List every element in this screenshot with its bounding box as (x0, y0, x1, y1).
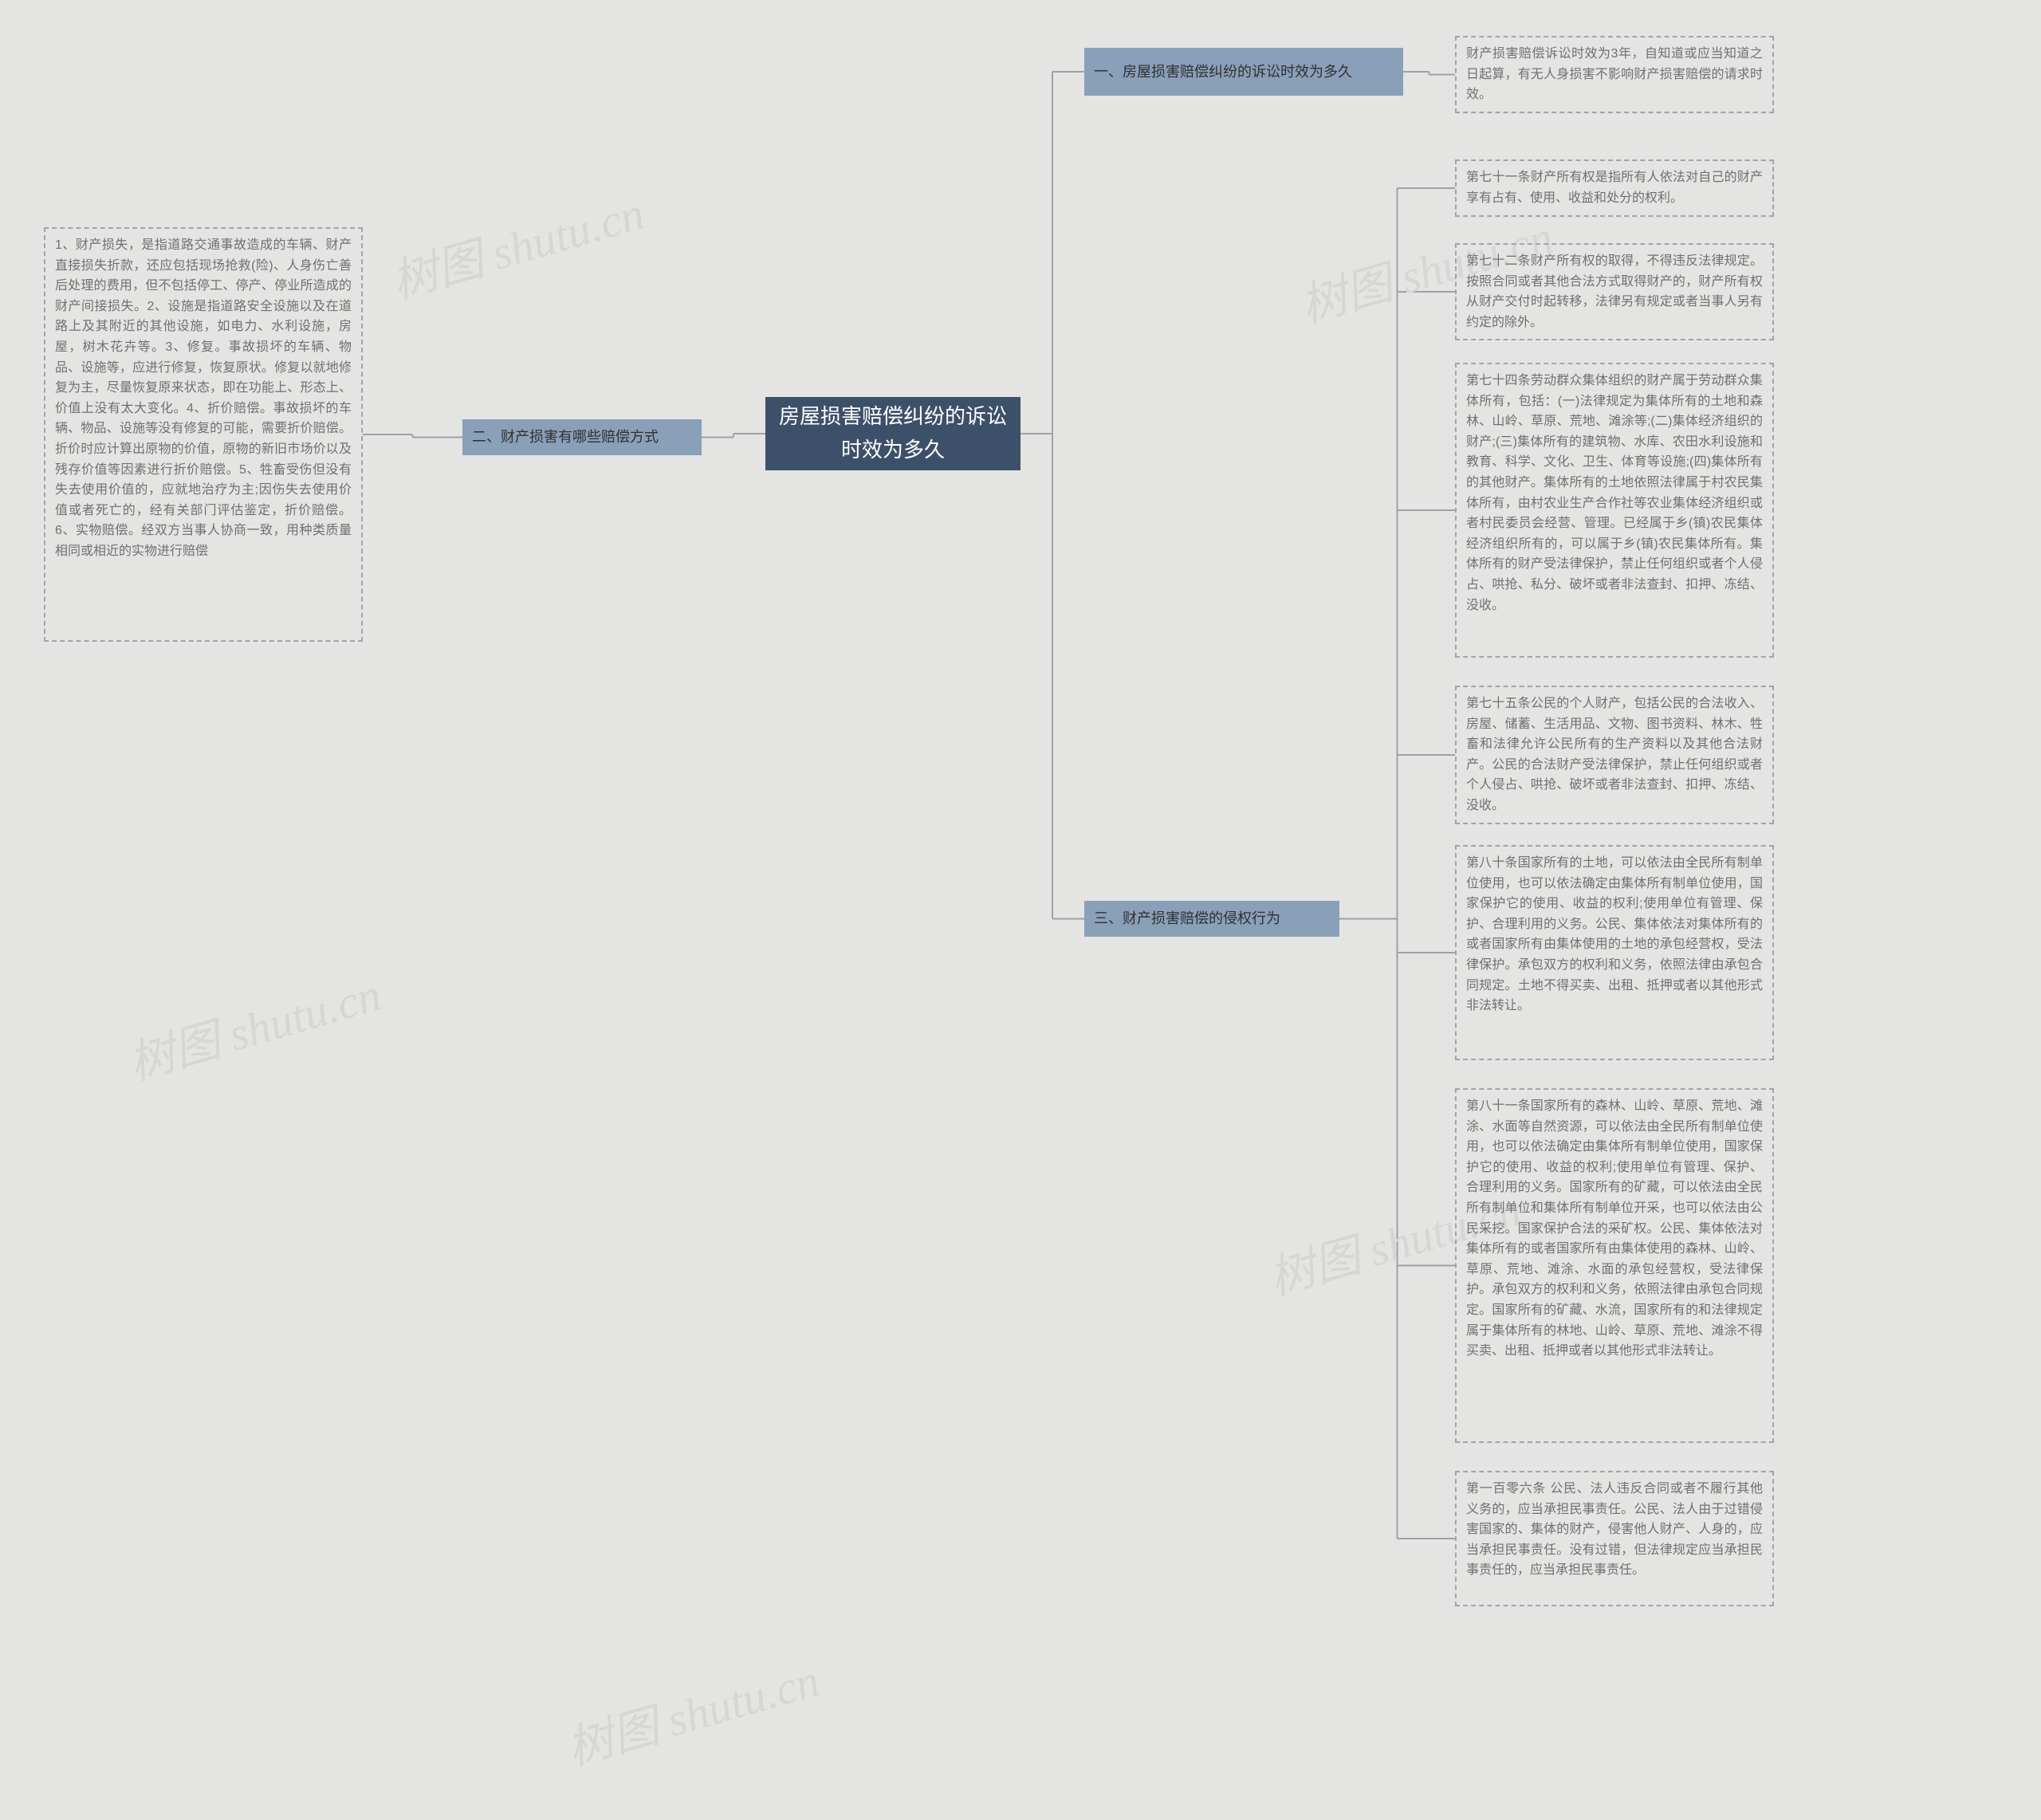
root-label: 房屋损害赔偿纠纷的诉讼时效为多久 (775, 400, 1011, 466)
branch-node[interactable]: 一、房屋损害赔偿纠纷的诉讼时效为多久 (1084, 48, 1403, 96)
branch-label: 三、财产损害赔偿的侵权行为 (1094, 907, 1280, 930)
leaf-node[interactable]: 财产损害赔偿诉讼时效为3年，自知道或应当知道之日起算，有无人身损害不影响财产损害… (1455, 36, 1774, 113)
watermark: 树图 shutu.cn (558, 1642, 826, 1778)
root-node[interactable]: 房屋损害赔偿纠纷的诉讼时效为多久 (765, 397, 1020, 470)
leaf-node[interactable]: 1、财产损失，是指道路交通事故造成的车辆、财产直接损失折款，还应包括现场抢救(险… (44, 227, 363, 642)
leaf-text: 第七十二条财产所有权的取得，不得违反法律规定。按照合同或者其他合法方式取得财产的… (1466, 254, 1763, 329)
leaf-node[interactable]: 第七十五条公民的个人财产，包括公民的合法收入、房屋、储蓄、生活用品、文物、图书资… (1455, 686, 1774, 824)
leaf-text: 第七十四条劳动群众集体组织的财产属于劳动群众集体所有，包括：(一)法律规定为集体… (1466, 374, 1763, 612)
watermark: 树图 shutu.cn (120, 957, 387, 1092)
watermark: 树图 shutu.cn (383, 175, 651, 311)
branch-node[interactable]: 三、财产损害赔偿的侵权行为 (1084, 901, 1339, 937)
leaf-node[interactable]: 第八十条国家所有的土地，可以依法由全民所有制单位使用，也可以依法确定由集体所有制… (1455, 845, 1774, 1060)
leaf-text: 第七十一条财产所有权是指所有人依法对自己的财产享有占有、使用、收益和处分的权利。 (1466, 171, 1763, 205)
branch-node[interactable]: 二、财产损害有哪些赔偿方式 (462, 419, 702, 455)
leaf-text: 第八十一条国家所有的森林、山岭、草原、荒地、滩涂、水面等自然资源，可以依法由全民… (1466, 1099, 1763, 1358)
leaf-text: 第八十条国家所有的土地，可以依法由全民所有制单位使用，也可以依法确定由集体所有制… (1466, 856, 1763, 1012)
leaf-node[interactable]: 第一百零六条 公民、法人违反合同或者不履行其他义务的，应当承担民事责任。公民、法… (1455, 1471, 1774, 1606)
leaf-node[interactable]: 第七十四条劳动群众集体组织的财产属于劳动群众集体所有，包括：(一)法律规定为集体… (1455, 363, 1774, 658)
leaf-text: 财产损害赔偿诉讼时效为3年，自知道或应当知道之日起算，有无人身损害不影响财产损害… (1466, 47, 1763, 101)
branch-label: 二、财产损害有哪些赔偿方式 (472, 426, 659, 449)
leaf-text: 1、财产损失，是指道路交通事故造成的车辆、财产直接损失折款，还应包括现场抢救(险… (55, 238, 352, 558)
leaf-node[interactable]: 第七十一条财产所有权是指所有人依法对自己的财产享有占有、使用、收益和处分的权利。 (1455, 159, 1774, 217)
leaf-node[interactable]: 第七十二条财产所有权的取得，不得违反法律规定。按照合同或者其他合法方式取得财产的… (1455, 243, 1774, 340)
leaf-text: 第一百零六条 公民、法人违反合同或者不履行其他义务的，应当承担民事责任。公民、法… (1466, 1482, 1763, 1577)
leaf-text: 第七十五条公民的个人财产，包括公民的合法收入、房屋、储蓄、生活用品、文物、图书资… (1466, 697, 1763, 812)
mindmap-canvas: 树图 shutu.cn树图 shutu.cn树图 shutu.cn树图 shut… (0, 0, 2041, 1820)
branch-label: 一、房屋损害赔偿纠纷的诉讼时效为多久 (1094, 61, 1352, 84)
leaf-node[interactable]: 第八十一条国家所有的森林、山岭、草原、荒地、滩涂、水面等自然资源，可以依法由全民… (1455, 1088, 1774, 1443)
